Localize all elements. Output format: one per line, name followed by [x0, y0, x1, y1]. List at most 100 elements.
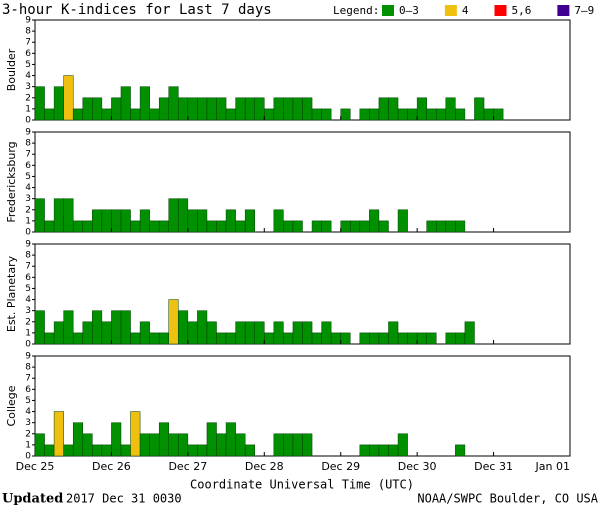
y-tick-label: 4	[25, 71, 31, 81]
y-tick-label: 6	[25, 161, 31, 171]
y-tick-label: 6	[25, 385, 31, 395]
bar	[292, 97, 303, 121]
bar	[63, 75, 74, 121]
bar	[426, 220, 437, 233]
bar	[130, 108, 141, 121]
bar	[273, 433, 284, 457]
bar	[264, 332, 275, 345]
bar	[111, 209, 122, 233]
bar	[235, 97, 246, 121]
legend-label: 4	[462, 4, 469, 17]
bar	[235, 220, 246, 233]
y-tick-label: 0	[25, 116, 31, 126]
bar	[302, 97, 313, 121]
updated-time: 2017 Dec 31 0030	[66, 492, 182, 506]
panel-label: College	[5, 385, 18, 426]
bar	[407, 108, 418, 121]
bar	[206, 422, 217, 457]
x-tick-label: Dec 31	[474, 460, 513, 473]
bar	[330, 332, 341, 345]
bar	[82, 433, 93, 457]
bar	[378, 332, 389, 345]
bar	[359, 220, 370, 233]
bar	[92, 444, 103, 457]
bar	[53, 86, 64, 121]
bar	[378, 97, 389, 121]
bar	[197, 310, 208, 345]
bar	[92, 310, 103, 345]
bar	[53, 411, 64, 457]
bar	[168, 299, 179, 345]
bar	[273, 97, 284, 121]
legend-label: 0–3	[399, 4, 419, 17]
bar	[53, 321, 64, 345]
bar	[111, 422, 122, 457]
bar	[216, 220, 227, 233]
bar	[120, 444, 131, 457]
y-tick-label: 3	[25, 194, 31, 204]
bar	[455, 108, 466, 121]
bar	[283, 97, 294, 121]
y-tick-label: 7	[25, 262, 31, 272]
bar	[101, 108, 112, 121]
bar	[63, 310, 74, 345]
bar	[321, 321, 332, 345]
y-tick-label: 9	[25, 240, 31, 250]
bar	[464, 321, 475, 345]
bar	[397, 209, 408, 233]
y-tick-label: 1	[25, 328, 31, 338]
legend-swatch	[382, 5, 394, 16]
legend-swatch	[557, 5, 570, 16]
bar	[187, 209, 198, 233]
bar	[235, 321, 246, 345]
bar	[445, 97, 456, 121]
bar	[120, 310, 131, 345]
y-tick-label: 4	[25, 295, 31, 305]
y-tick-label: 8	[25, 27, 31, 37]
bar	[139, 321, 150, 345]
y-tick-label: 0	[25, 452, 31, 462]
bar	[359, 444, 370, 457]
x-tick-label: Jan 01	[535, 460, 570, 473]
legend-label: 7–9	[574, 4, 594, 17]
bar	[178, 198, 189, 233]
bar	[426, 332, 437, 345]
bar	[72, 108, 84, 121]
bar	[225, 422, 236, 457]
y-tick-label: 9	[25, 352, 31, 362]
y-tick-label: 0	[25, 340, 31, 350]
bar	[244, 444, 255, 457]
y-tick-label: 8	[25, 139, 31, 149]
bar	[483, 108, 494, 121]
bar	[72, 422, 84, 457]
panel-label: Boulder	[5, 48, 18, 91]
bar	[445, 220, 456, 233]
legend-swatch	[494, 5, 507, 16]
y-tick-label: 2	[25, 429, 31, 439]
bar	[302, 433, 313, 457]
bar	[407, 332, 418, 345]
bar	[369, 108, 380, 121]
bar	[292, 220, 303, 233]
bar	[244, 321, 255, 345]
bar	[158, 332, 169, 345]
bar	[455, 332, 466, 345]
bar	[292, 321, 303, 345]
bar	[225, 332, 236, 345]
y-tick-label: 3	[25, 418, 31, 428]
x-tick-label: Dec 27	[168, 460, 207, 473]
y-tick-label: 3	[25, 82, 31, 92]
y-tick-label: 4	[25, 407, 31, 417]
bar	[206, 220, 217, 233]
bar	[130, 220, 141, 233]
bar	[139, 433, 150, 457]
bar	[397, 433, 408, 457]
y-tick-label: 1	[25, 104, 31, 114]
bar	[378, 220, 389, 233]
bar	[197, 444, 208, 457]
panel-label: Fredericksburg	[5, 141, 18, 222]
bar	[216, 433, 227, 457]
bar	[168, 433, 179, 457]
bar	[82, 321, 93, 345]
bar	[139, 86, 150, 121]
